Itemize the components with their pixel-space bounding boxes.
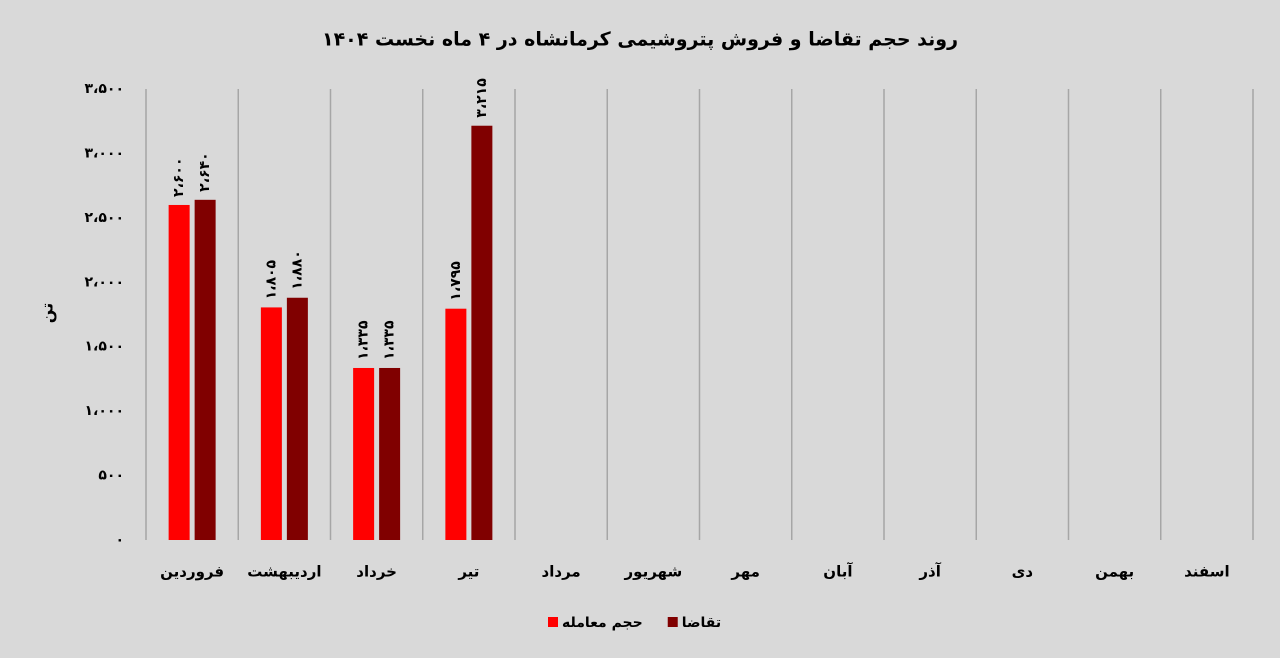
bar bbox=[353, 367, 375, 540]
y-tick-label: ۲،۰۰۰ bbox=[85, 274, 125, 290]
x-tick-label: دی bbox=[1012, 563, 1034, 581]
y-tick-label: ۳،۰۰۰ bbox=[85, 145, 125, 161]
data-label: ۲،۶۴۰ bbox=[197, 152, 213, 192]
y-tick-label: ۳،۵۰۰ bbox=[85, 81, 125, 97]
x-tick-label: آذر bbox=[918, 563, 941, 581]
y-tick-label: ۱،۰۰۰ bbox=[85, 403, 125, 419]
data-label: ۳،۲۱۵ bbox=[474, 78, 490, 118]
data-label: ۱،۸۸۰ bbox=[289, 250, 305, 290]
x-tick-label: خرداد bbox=[356, 563, 397, 581]
data-label: ۲،۶۰۰ bbox=[171, 157, 187, 197]
x-tick-label: اردیبهشت bbox=[247, 563, 321, 581]
x-tick-label: اسفند bbox=[1184, 563, 1229, 581]
x-tick-label: مرداد bbox=[542, 563, 581, 581]
data-label: ۱،۳۳۵ bbox=[382, 320, 398, 360]
legend-swatch bbox=[667, 617, 678, 627]
legend-label: تقاضا bbox=[682, 615, 721, 631]
bar bbox=[168, 204, 190, 540]
y-tick-label: ۵۰۰ bbox=[98, 468, 124, 484]
bar bbox=[194, 199, 216, 540]
y-tick-label: ۱،۵۰۰ bbox=[85, 339, 125, 355]
x-tick-label: بهمن bbox=[1095, 563, 1134, 581]
legend-swatch bbox=[548, 617, 558, 627]
y-tick-label: ۲،۵۰۰ bbox=[85, 210, 125, 226]
data-label: ۱،۷۹۵ bbox=[448, 261, 464, 301]
x-tick-label: فروردین bbox=[160, 563, 224, 581]
bar bbox=[286, 297, 308, 540]
y-axis-label: تن bbox=[38, 303, 57, 323]
x-tick-label: تیر bbox=[457, 563, 479, 581]
bar bbox=[471, 125, 493, 540]
bar bbox=[445, 308, 467, 540]
y-tick-label: ۰ bbox=[115, 532, 124, 548]
data-label: ۱،۳۳۵ bbox=[356, 320, 372, 360]
x-tick-label: آبان bbox=[823, 563, 853, 581]
data-label: ۱،۸۰۵ bbox=[263, 259, 279, 299]
chart-title: روند حجم تقاضا و فروش پتروشیمی کرمانشاه … bbox=[322, 29, 958, 51]
x-tick-label: شهریور bbox=[624, 563, 683, 581]
bar bbox=[260, 307, 282, 540]
legend-label: حجم معامله bbox=[562, 615, 643, 631]
bar bbox=[379, 367, 401, 540]
x-tick-label: مهر bbox=[730, 563, 760, 581]
